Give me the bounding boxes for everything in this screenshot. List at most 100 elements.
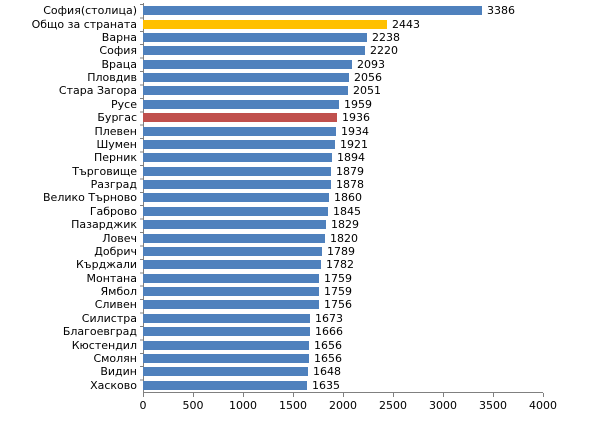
bar: [143, 220, 326, 230]
category-label: Добрич: [94, 244, 137, 258]
bar-track: 3386: [143, 4, 616, 17]
x-axis-line: [143, 392, 543, 393]
bar-track: 1656: [143, 352, 616, 365]
x-axis-tick-label: 1500: [279, 399, 307, 412]
value-label: 1666: [315, 325, 343, 339]
bar-track: 1845: [143, 205, 616, 218]
x-axis-tick-label: 0: [139, 399, 147, 412]
bar: [143, 73, 349, 83]
bar-row: Плевен 1934: [0, 124, 616, 137]
bar: [143, 327, 310, 337]
x-axis-tick: [493, 393, 494, 397]
bar-row: Пазарджик 1829: [0, 218, 616, 231]
category-label: Общо за страната: [31, 17, 137, 31]
value-label: 1934: [341, 124, 369, 138]
bar-row: Смолян 1656: [0, 352, 616, 365]
value-label: 1936: [342, 111, 370, 125]
bar-track: 1666: [143, 325, 616, 338]
x-axis-tick-label: 3000: [429, 399, 457, 412]
bar-row: Шумен 1921: [0, 138, 616, 151]
bar: [143, 59, 352, 69]
value-label: 1879: [336, 164, 364, 178]
bar-row: Варна 2238: [0, 31, 616, 44]
bar-row: Велико Търново 1860: [0, 191, 616, 204]
bar-row: София(столица) 3386: [0, 4, 616, 17]
value-label: 1756: [324, 298, 352, 312]
category-label: Сливен: [94, 298, 137, 312]
bar-row: Благоевград 1666: [0, 325, 616, 338]
x-axis-tick: [293, 393, 294, 397]
bar-row: Кюстендил 1656: [0, 338, 616, 351]
bar-row: Габрово 1845: [0, 205, 616, 218]
bar-row: София 2220: [0, 44, 616, 57]
category-label: Варна: [101, 30, 137, 44]
bar: [143, 166, 331, 176]
bar: [143, 113, 337, 123]
bar: [143, 193, 329, 203]
x-axis-tick-label: 1000: [229, 399, 257, 412]
bar-track: 1879: [143, 165, 616, 178]
x-axis-tick: [343, 393, 344, 397]
x-axis-tick: [193, 393, 194, 397]
bar-row: Ловеч 1820: [0, 231, 616, 244]
value-label: 2220: [370, 44, 398, 58]
category-label: Хасково: [90, 378, 137, 392]
category-axis-ticks: [140, 4, 143, 393]
bar-row: Хасково 1635: [0, 379, 616, 392]
bar-track: 1756: [143, 298, 616, 311]
plot-rows: София(столица) 3386 Общо за страната 2443 Ва…: [0, 4, 616, 392]
bar-row: Бургас 1936: [0, 111, 616, 124]
bar-track: 1936: [143, 111, 616, 124]
bar: [143, 233, 325, 243]
category-label: София(столица): [43, 4, 137, 18]
value-label: 1789: [327, 244, 355, 258]
bar-track: 1860: [143, 191, 616, 204]
bar-track: 1921: [143, 138, 616, 151]
bar-track: 1959: [143, 98, 616, 111]
category-label: Враца: [101, 57, 138, 71]
bar-track: 2443: [143, 17, 616, 30]
category-label: Пловдив: [87, 71, 137, 85]
value-label: 1648: [313, 365, 341, 379]
x-axis-tick-label: 3500: [479, 399, 507, 412]
bar-row: Добрич 1789: [0, 245, 616, 258]
bar-row: Търговище 1879: [0, 165, 616, 178]
bar-track: 1656: [143, 338, 616, 351]
bar-row: Разград 1878: [0, 178, 616, 191]
bar-track: 2220: [143, 44, 616, 57]
x-axis-tick: [243, 393, 244, 397]
bar: [143, 287, 319, 297]
category-label: Габрово: [89, 204, 137, 218]
value-label: 1656: [314, 338, 342, 352]
value-label: 1921: [340, 137, 368, 151]
bar-row: Пловдив 2056: [0, 71, 616, 84]
bar-row: Враца 2093: [0, 58, 616, 71]
category-label: Стара Загора: [58, 84, 137, 98]
bar-track: 1789: [143, 245, 616, 258]
x-axis-tick-label: 2500: [379, 399, 407, 412]
bar: [143, 32, 367, 42]
x-axis-tick: [443, 393, 444, 397]
bar-track: 1878: [143, 178, 616, 191]
category-label: Силистра: [81, 311, 137, 325]
bar-track: 1759: [143, 285, 616, 298]
bar: [143, 313, 310, 323]
category-label: Благоевград: [62, 325, 137, 339]
category-label: Разград: [90, 178, 137, 192]
bar-track: 2093: [143, 58, 616, 71]
bar-row: Видин 1648: [0, 365, 616, 378]
value-label: 3386: [487, 4, 515, 18]
bar-track: 1782: [143, 258, 616, 271]
category-label: Видин: [100, 365, 137, 379]
bar-row: Стара Загора 2051: [0, 84, 616, 97]
category-label: Кюстендил: [71, 338, 137, 352]
bar-row: Перник 1894: [0, 151, 616, 164]
bar: [143, 260, 321, 270]
value-label: 1845: [333, 204, 361, 218]
bar: [143, 139, 335, 149]
category-label: Смолян: [93, 351, 137, 365]
value-label: 1878: [336, 178, 364, 192]
bar-track: 2051: [143, 84, 616, 97]
category-label: Перник: [93, 151, 137, 165]
category-label: Монтана: [86, 271, 138, 285]
